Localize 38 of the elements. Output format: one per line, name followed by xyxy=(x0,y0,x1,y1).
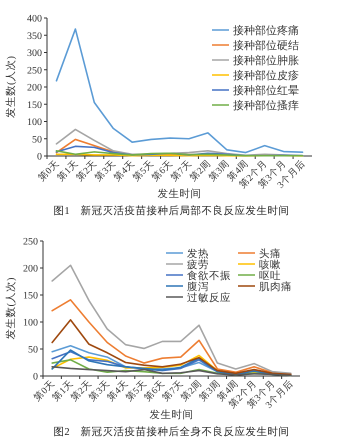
y-tick-label: 250 xyxy=(27,65,42,76)
y-tick-label: 350 xyxy=(27,30,42,42)
legend-label: 咳嗽 xyxy=(259,258,281,271)
line-series xyxy=(51,366,292,376)
y-tick-label: 100 xyxy=(27,117,42,128)
legend-label: 过敏反应 xyxy=(187,291,231,304)
text: 图1 新冠灭活疫苗接种后局部不良反应发生时间 xyxy=(53,204,290,217)
legend-label: 接种部位皮疹 xyxy=(233,69,299,82)
legend-label: 头痛 xyxy=(259,247,281,260)
y-tick-label: 150 xyxy=(27,100,42,111)
line-series xyxy=(51,319,292,376)
y-tick-label: 250 xyxy=(23,236,38,248)
legend-label: 疲劳 xyxy=(187,258,209,271)
y-tick-label: 0 xyxy=(37,152,42,162)
y-tick-label: 200 xyxy=(23,264,38,274)
legend-label: 食欲不振 xyxy=(187,270,231,282)
legend-label: 腹泻 xyxy=(187,281,209,293)
x-axis-title: 发生时间 xyxy=(150,408,194,421)
x-axis-title: 发生时间 xyxy=(158,187,202,200)
legend-label: 肌肉痛 xyxy=(259,280,292,293)
y-tick-label: 50 xyxy=(28,344,38,356)
y-axis-title: 发生数(人次) xyxy=(4,277,17,340)
legend-label: 呕吐 xyxy=(259,269,281,282)
y-tick-label: 50 xyxy=(32,134,42,146)
legend-label: 接种部位红晕 xyxy=(233,84,299,97)
text: 图2 新冠灭活疫苗接种后全身不良反应发生时间 xyxy=(53,425,290,438)
legend-label: 接种部位硬结 xyxy=(233,39,299,52)
y-tick-label: 150 xyxy=(23,290,38,302)
y-tick-label: 400 xyxy=(27,14,42,24)
y-axis-title: 发生数(人次) xyxy=(4,56,17,118)
legend-label: 接种部位搔痒 xyxy=(233,99,299,112)
y-tick-label: 0 xyxy=(33,372,38,382)
legend-label: 接种部位疼痛 xyxy=(233,24,299,37)
legend-label: 接种部位肿胀 xyxy=(233,54,299,67)
y-tick-label: 100 xyxy=(23,318,38,328)
y-tick-label: 300 xyxy=(27,48,42,59)
y-tick-label: 200 xyxy=(27,82,42,94)
legend-label: 发热 xyxy=(187,248,209,260)
